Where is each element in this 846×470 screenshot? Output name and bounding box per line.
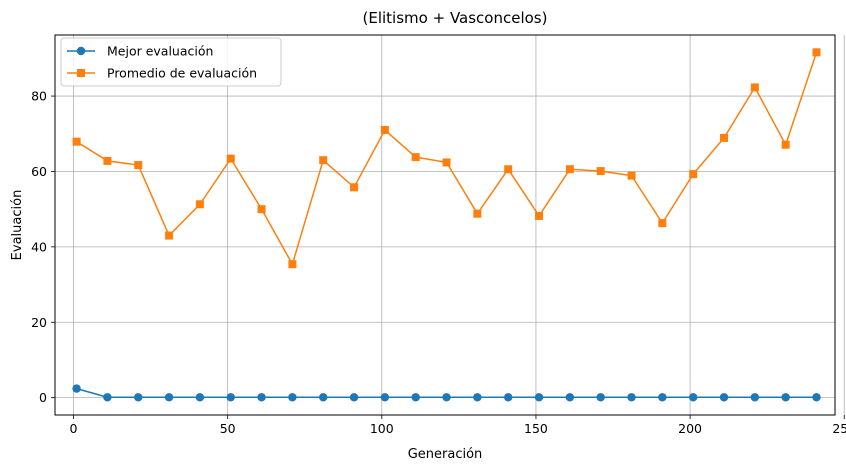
data-point-mejor-evaluacion bbox=[164, 393, 174, 402]
data-point-promedio-evaluacion bbox=[350, 183, 359, 192]
legend-label-promedio-evaluacion: Promedio de evaluación bbox=[107, 66, 257, 81]
legend-box bbox=[60, 37, 282, 87]
data-point-promedio-evaluacion bbox=[720, 133, 729, 142]
data-point-promedio-evaluacion bbox=[103, 156, 112, 165]
data-point-mejor-evaluacion bbox=[411, 393, 420, 402]
data-point-mejor-evaluacion bbox=[658, 393, 667, 402]
data-point-promedio-evaluacion bbox=[195, 200, 204, 209]
legend-marker-mejor-evaluacion bbox=[76, 46, 86, 56]
data-point-promedio-evaluacion bbox=[535, 211, 544, 220]
data-point-mejor-evaluacion bbox=[627, 393, 636, 402]
data-point-promedio-evaluacion bbox=[750, 83, 759, 92]
data-point-mejor-evaluacion bbox=[195, 393, 205, 402]
y-tick-label: 80 bbox=[31, 89, 47, 104]
data-point-mejor-evaluacion bbox=[103, 393, 112, 402]
x-tick-label: 0 bbox=[70, 421, 78, 436]
data-point-promedio-evaluacion bbox=[411, 153, 420, 162]
data-point-promedio-evaluacion bbox=[812, 48, 821, 57]
data-point-mejor-evaluacion bbox=[288, 393, 297, 402]
data-point-mejor-evaluacion bbox=[257, 393, 266, 402]
data-point-promedio-evaluacion bbox=[380, 126, 389, 134]
x-tick-label: 250 bbox=[832, 421, 846, 436]
legend-label-mejor-evaluacion: Mejor evaluación bbox=[107, 44, 213, 59]
data-point-promedio-evaluacion bbox=[689, 170, 698, 179]
y-axis-label: Evaluación bbox=[10, 190, 25, 261]
y-tick-label: 0 bbox=[39, 390, 47, 405]
data-point-mejor-evaluacion bbox=[319, 393, 328, 402]
y-tick-label: 20 bbox=[31, 315, 47, 330]
series-layer bbox=[72, 48, 821, 402]
data-point-mejor-evaluacion bbox=[565, 393, 575, 402]
axis-ticks: 0 50 100 150 200 250 0 20 40 60 80 bbox=[31, 89, 846, 436]
data-point-mejor-evaluacion bbox=[812, 393, 821, 402]
data-point-promedio-evaluacion bbox=[134, 161, 143, 170]
data-point-mejor-evaluacion bbox=[442, 393, 451, 402]
data-point-mejor-evaluacion bbox=[134, 393, 143, 402]
x-tick-label: 200 bbox=[678, 421, 702, 436]
data-point-mejor-evaluacion bbox=[473, 393, 482, 402]
data-point-promedio-evaluacion bbox=[442, 158, 451, 167]
data-point-promedio-evaluacion bbox=[319, 156, 328, 165]
data-point-promedio-evaluacion bbox=[226, 154, 235, 163]
data-point-promedio-evaluacion bbox=[565, 165, 574, 174]
x-axis-label: Generación bbox=[408, 447, 483, 462]
data-point-mejor-evaluacion bbox=[349, 393, 359, 402]
data-point-promedio-evaluacion bbox=[72, 137, 81, 146]
data-point-mejor-evaluacion bbox=[596, 393, 605, 402]
data-point-promedio-evaluacion bbox=[596, 167, 605, 176]
x-tick-label: 150 bbox=[524, 421, 548, 436]
x-tick-label: 50 bbox=[220, 421, 236, 436]
legend: Mejor evaluación Promedio de evaluación bbox=[60, 37, 282, 87]
grid-lines bbox=[55, 35, 845, 415]
chart-title: (Elitismo + Vasconcelos) bbox=[363, 9, 548, 27]
data-point-mejor-evaluacion bbox=[719, 393, 729, 402]
data-point-promedio-evaluacion bbox=[288, 260, 297, 269]
legend-marker-promedio-evaluacion bbox=[77, 69, 85, 77]
data-point-promedio-evaluacion bbox=[257, 205, 266, 214]
y-tick-label: 60 bbox=[31, 164, 47, 179]
data-point-promedio-evaluacion bbox=[504, 165, 513, 174]
data-point-mejor-evaluacion bbox=[781, 393, 790, 402]
data-point-mejor-evaluacion bbox=[380, 393, 390, 402]
data-point-mejor-evaluacion bbox=[750, 393, 760, 402]
data-point-mejor-evaluacion bbox=[226, 393, 235, 402]
data-point-promedio-evaluacion bbox=[658, 219, 667, 228]
data-point-mejor-evaluacion bbox=[688, 393, 698, 402]
data-point-promedio-evaluacion bbox=[781, 140, 790, 149]
y-tick-label: 40 bbox=[31, 239, 47, 254]
data-point-promedio-evaluacion bbox=[627, 171, 636, 180]
data-point-mejor-evaluacion bbox=[72, 384, 81, 393]
x-tick-label: 100 bbox=[370, 421, 394, 436]
plot-frame bbox=[54, 34, 836, 416]
data-point-mejor-evaluacion bbox=[504, 393, 513, 402]
data-point-mejor-evaluacion bbox=[534, 393, 544, 402]
data-point-promedio-evaluacion bbox=[473, 209, 482, 218]
data-point-promedio-evaluacion bbox=[165, 231, 174, 240]
